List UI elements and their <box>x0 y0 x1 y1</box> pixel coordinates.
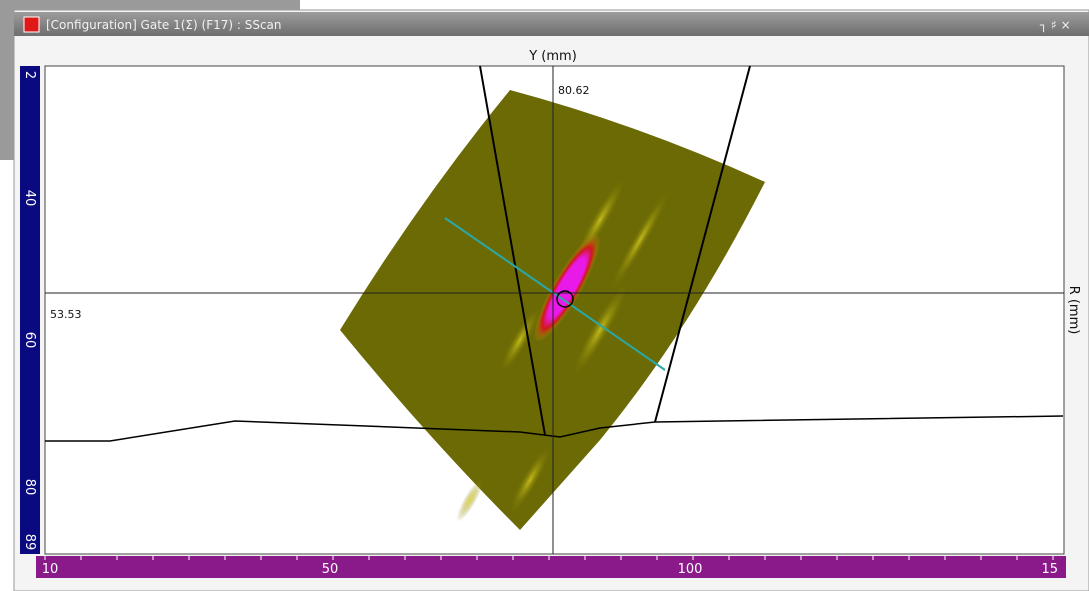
left-ruler-label: 2 <box>22 71 37 79</box>
y-axis-label: R (mm) <box>1066 286 1081 335</box>
bottom-ruler-label: 15 <box>1041 562 1058 577</box>
left-ruler-label: 80 <box>22 479 37 496</box>
bottom-ruler-label: 100 <box>678 562 703 577</box>
left-ruler-label: 89 <box>22 534 37 551</box>
x-axis-label: Y (mm) <box>528 49 577 64</box>
left-ruler <box>20 66 40 554</box>
title-bar <box>14 12 1089 36</box>
bottom-ruler-label: 50 <box>322 562 339 577</box>
window-icon <box>23 16 40 33</box>
cursor-marker[interactable] <box>556 290 574 308</box>
beam-limit-right <box>654 65 751 423</box>
bottom-ruler-label: 10 <box>42 562 59 577</box>
bottom-ruler <box>36 556 1066 578</box>
cursor-y-value: 80.62 <box>558 84 590 97</box>
cursor-r-value: 53.53 <box>50 308 82 321</box>
indication <box>533 233 601 343</box>
left-ruler-label: 60 <box>22 332 37 349</box>
echo-streaks <box>456 176 671 522</box>
beam-limit-left <box>479 65 546 436</box>
window-title: [Configuration] Gate 1(Σ) (F17) : SScan <box>46 18 282 32</box>
surface-line <box>45 415 1064 442</box>
window-controls[interactable]: ┐ ♯ × <box>1039 18 1071 32</box>
gate-line <box>444 217 666 371</box>
left-ruler-label: 40 <box>22 190 37 207</box>
